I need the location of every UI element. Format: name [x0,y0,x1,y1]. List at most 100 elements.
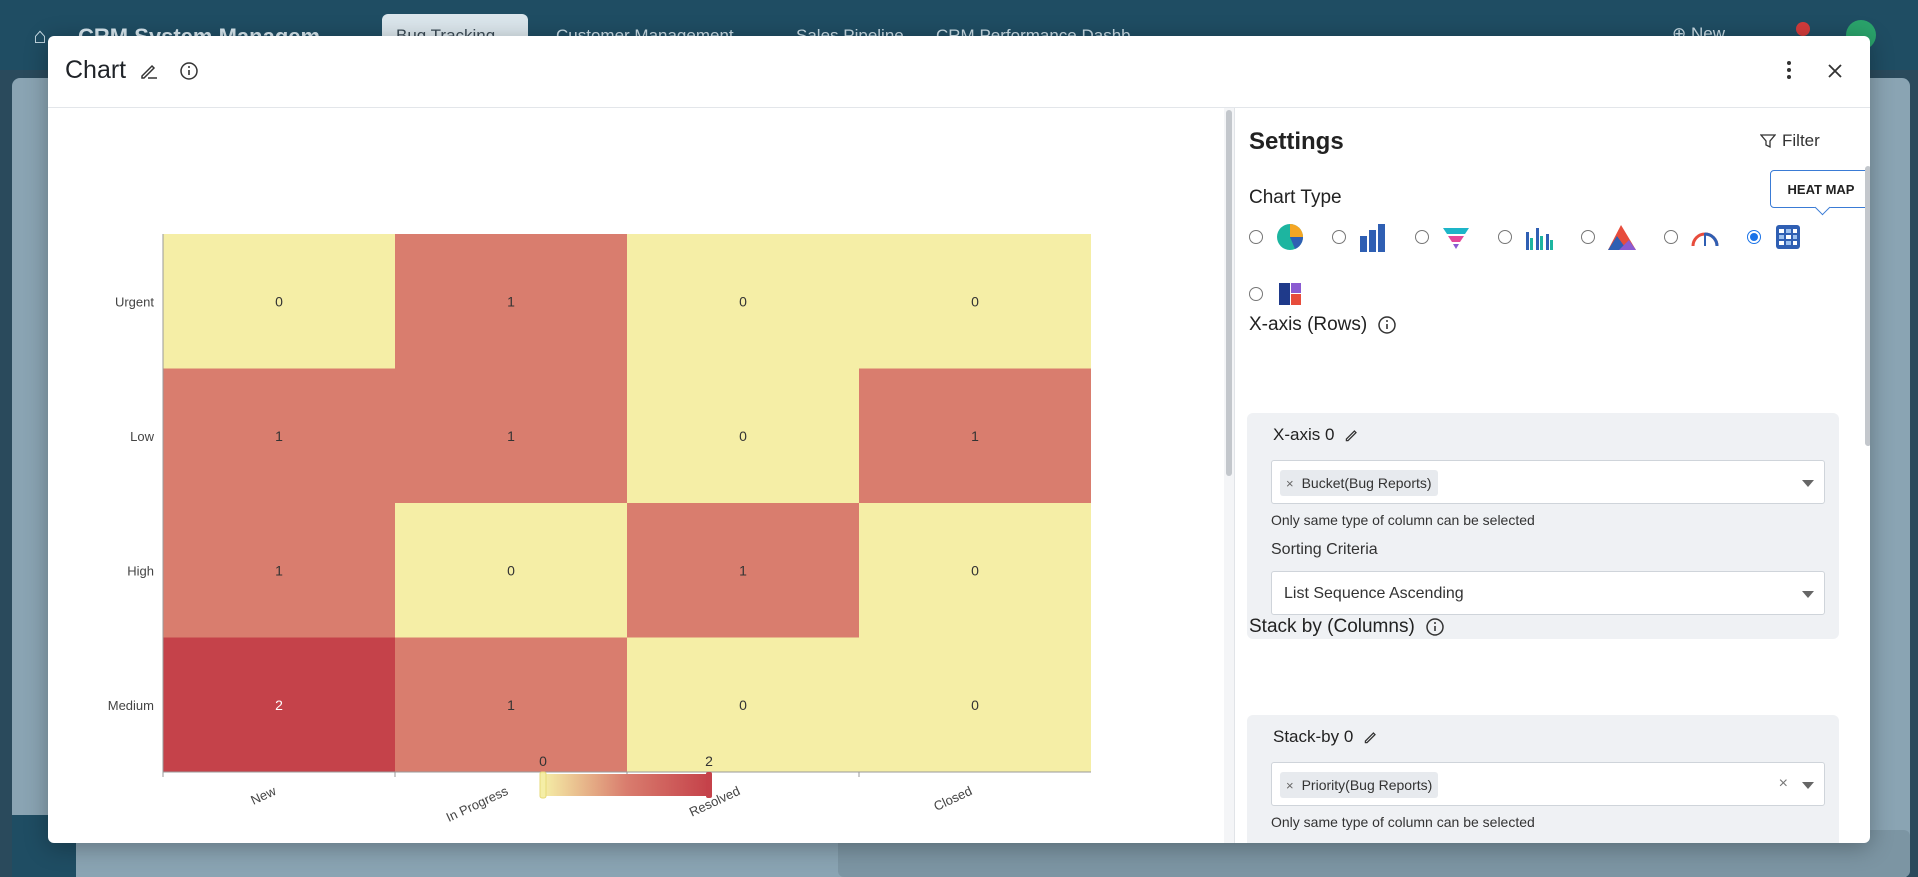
heatmap-cell[interactable] [627,234,859,369]
info-icon[interactable] [1425,617,1445,637]
heatmap-cell-label: 1 [507,428,515,444]
heatmap-cell[interactable] [627,368,859,504]
pencil-icon[interactable] [1344,427,1360,443]
color-legend-bar [543,774,709,796]
bar-chart-icon [1360,224,1385,252]
x-axis-select[interactable]: × Bucket(Bug Reports) [1271,460,1825,504]
heatmap-cell-label: 1 [275,428,283,444]
legend-min-handle[interactable] [539,771,547,799]
chart-type-grouped-bar[interactable] [1498,222,1554,252]
x-axis-section-label: X-axis (Rows) [1249,314,1397,336]
chart-type-label: Chart Type [1249,187,1342,208]
column-label: New [248,783,278,808]
chart-type-gauge[interactable] [1664,222,1720,252]
stack-by-select[interactable]: × Priority(Bug Reports) × [1271,762,1825,806]
sorting-criteria-value: List Sequence Ascending [1284,585,1464,602]
filter-icon [1760,134,1776,149]
grouped-bar-chart-icon [1526,228,1553,250]
legend-max-handle[interactable] [706,772,712,798]
heatmap-cell[interactable] [859,234,1091,369]
heatmap-cell-label: 0 [739,293,747,309]
chevron-down-icon[interactable] [1802,591,1814,598]
chart-type-tooltip: HEAT MAP [1770,170,1870,208]
heatmap-cell[interactable] [395,637,627,773]
chart-scrollbar[interactable] [1224,108,1234,843]
close-icon[interactable] [1820,56,1850,86]
heatmap-cell[interactable] [395,234,627,369]
chart-type-funnel[interactable] [1415,222,1471,252]
heatmap-cell-label: 1 [275,562,283,578]
chart-type-bar[interactable] [1332,222,1388,252]
sorting-criteria-select[interactable]: List Sequence Ascending [1271,571,1825,615]
heatmap-cell[interactable] [163,503,395,638]
settings-title: Settings [1249,128,1344,155]
clear-icon[interactable]: × [1778,775,1788,792]
modal-header: Chart [48,36,1870,108]
stack-by-section-label: Stack by (Columns) [1249,616,1445,638]
chart-type-heatmap[interactable] [1747,222,1803,252]
chart-area: 0 1 0 0 Urgent 1 1 0 1 Low 1 0 1 0 High 2 1 0 0 Medium New In… [48,108,1224,843]
heatmap-chart: 0 1 0 0 Urgent 1 1 0 1 Low 1 0 1 0 High 2 1 0 0 Medium New In… [108,234,1091,825]
heatmap-cell[interactable] [859,503,1091,638]
notification-badge[interactable] [1796,22,1810,36]
x-axis-card-title: X-axis 0 [1273,425,1360,445]
settings-panel: Settings Filter Chart Type HEAT MAP [1235,108,1870,843]
x-axis-hint: Only same type of column can be selected [1271,512,1535,528]
heatmap-cell-label: 0 [739,428,747,444]
column-label: Closed [931,783,974,814]
gauge-chart-icon [1691,232,1719,247]
chip-remove-icon: × [1286,475,1294,491]
stack-by-hint: Only same type of column can be selected [1271,814,1535,830]
heatmap-cell-label: 1 [971,428,979,444]
heatmap-cell-label: 1 [507,697,515,713]
heatmap-cell-label: 1 [739,562,747,578]
info-icon[interactable] [176,58,202,84]
heatmap-cell[interactable] [859,368,1091,504]
treemap-chart-icon [1279,283,1301,305]
heatmap-cell[interactable] [395,503,627,638]
heatmap-cell-label: 0 [507,562,515,578]
stack-by-card-title: Stack-by 0 [1273,727,1379,747]
legend-max-label: 2 [705,753,713,769]
heatmap-cell[interactable] [163,368,395,504]
filter-button[interactable]: Filter [1760,128,1820,154]
row-label: Low [130,429,154,444]
funnel-chart-icon [1443,228,1469,249]
heatmap-cell[interactable] [627,637,859,773]
row-label: Medium [108,698,154,713]
row-label: High [127,563,154,578]
heatmap-cell-label: 0 [971,697,979,713]
heatmap-cell[interactable] [859,637,1091,773]
row-label: Urgent [115,294,154,309]
chip-remove-icon: × [1286,777,1294,793]
x-axis-card: X-axis 0 × Bucket(Bug Reports) Only same … [1247,413,1839,639]
kebab-icon[interactable] [1776,54,1802,86]
settings-scrollbar[interactable] [1865,166,1870,446]
chevron-down-icon[interactable] [1802,480,1814,487]
chevron-down-icon[interactable] [1802,782,1814,789]
heatmap-cell-label: 1 [507,293,515,309]
home-icon[interactable]: ⌂ [33,23,47,48]
heatmap-cell-label: 0 [275,293,283,309]
chart-modal: Chart 0 1 0 0 Urgent 1 1 0 1 Low 1 0 1 0 High 2 1 0 0 Mediu… [48,36,1870,843]
heatmap-cell-label: 2 [275,697,283,713]
filter-label: Filter [1782,131,1820,150]
chart-type-pie[interactable] [1249,222,1305,252]
area-chart-icon [1608,225,1636,250]
pencil-icon[interactable] [136,58,162,84]
info-icon[interactable] [1377,315,1397,335]
stack-by-chip[interactable]: × Priority(Bug Reports) [1280,772,1439,798]
heatmap-cell[interactable] [163,637,395,773]
chart-type-treemap[interactable] [1249,279,1305,309]
modal-title: Chart [65,56,127,84]
stack-by-card: Stack-by 0 × Priority(Bug Reports) × Only… [1247,715,1839,843]
heatmap-cell[interactable] [395,368,627,504]
heatmap-chart-icon [1776,225,1800,249]
heatmap-cell-label: 0 [739,697,747,713]
heatmap-cell[interactable] [163,234,395,369]
heatmap-cell-label: 0 [971,562,979,578]
pencil-icon[interactable] [1363,729,1379,745]
chart-type-area[interactable] [1581,222,1637,252]
heatmap-cell[interactable] [627,503,859,638]
x-axis-chip[interactable]: × Bucket(Bug Reports) [1280,470,1438,496]
